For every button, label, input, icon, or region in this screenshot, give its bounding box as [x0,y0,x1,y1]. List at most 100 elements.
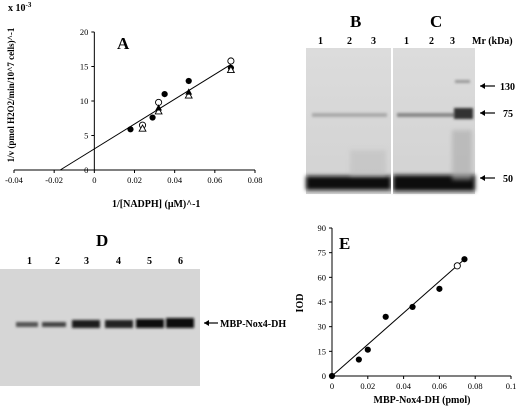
panel-a-y-tick-label: 20 [80,27,89,37]
blot-d-band-4 [105,320,133,328]
panel-e-point [436,285,443,292]
blot-c-band-75 [397,113,455,117]
panel-a-point [127,126,134,133]
panel-d-band-label: MBP-Nox4-DH [220,319,286,330]
panel-a-point [155,104,162,111]
blot-divider [391,48,393,194]
panel-e-y-tick-label: 15 [318,346,327,356]
mr-header: Mr (kDa) [472,36,513,47]
panel-a-x-label: 1/[NADPH] (μM)^-1 [112,199,200,210]
panel-d-letter: D [96,231,108,250]
panel-c-letter: C [430,12,442,31]
panel-a-tick-labels: -0.04 -0.02 0 0.02 0.04 0.06 0.08 0 5 10 15 20 [5,27,262,185]
panel-e-x-tick-label: 0.08 [468,381,483,391]
panel-b-lane-3: 3 [371,36,376,47]
blot-d-band-5 [136,319,164,328]
panel-a-point [227,57,235,65]
panel-c-lane-1: 1 [404,36,409,47]
panel-a-letter: A [117,34,130,53]
panel-e-axes [329,227,512,379]
panel-a-y-multiplier: x 10-3 [8,1,32,14]
blot-c-band-75-lane3 [454,108,473,119]
panel-a-x-tick-label: 0.02 [127,175,142,185]
marker-75-label: 75 [503,109,513,120]
panel-a-y-label: 1/v (pmol H2O2/min/10^7 cells)^-1 [6,27,16,162]
blot-d-band-3 [72,320,100,328]
panel-e-x-tick-label: 0.1 [506,381,517,391]
panel-a-x-tick-label: 0.06 [207,175,222,185]
panel-a-x-tick-label: -0.02 [45,175,63,185]
panel-e-regression-line [331,258,465,377]
blot-d-band-2 [42,322,66,327]
panel-e-y-tick-label: 0 [322,371,326,381]
panel-e-point [328,372,336,380]
panel-e-x-label: MBP-Nox4-DH (pmol) [374,395,471,406]
panel-a-x-tick-label: 0 [92,175,96,185]
panel-e-point [355,356,362,363]
panel-d-lane-2: 2 [55,256,60,267]
panel-c-lane-3: 3 [450,36,455,47]
panel-e-point [461,256,468,263]
panel-e-x-tick-label: 0.04 [396,381,412,391]
panel-d-lane-6: 6 [178,256,183,267]
panel-d-lane-1: 1 [27,256,32,267]
marker-130: 130 [480,82,515,93]
marker-50: 50 [480,174,513,185]
blot-b-band-50 [306,176,391,190]
panel-a-point [185,88,193,95]
panel-e-points [328,256,468,380]
panel-b-letter: B [350,12,361,31]
panel-a-fit-line [59,64,232,171]
blot-c-band-130 [455,80,470,83]
blot-d-band-6 [166,318,194,328]
panel-a-axes [13,31,256,173]
panel-e-point [382,313,389,320]
panel-a-regression-line [59,64,232,171]
panel-a-points [127,57,236,133]
marker-130-label: 130 [500,82,515,93]
panel-e-y-tick-label: 60 [318,272,327,282]
band-label-arrow [204,320,218,326]
panel-e-tick-labels: 0 0.02 0.04 0.06 0.08 0.1 0 15 30 45 60 75 90 [318,223,517,391]
blot-d [0,269,200,386]
panel-a-x-tick-label: 0.08 [248,175,263,185]
panel-e-y-tick-label: 75 [318,248,327,258]
panel-e-x-tick-label: 0.02 [360,381,375,391]
panel-c-lane-2: 2 [429,36,434,47]
panel-a-point [226,65,236,73]
panel-a-point [154,106,163,115]
panel-a-y-tick-label: 5 [84,131,88,141]
blot-b-smear [350,150,386,176]
blot-c [393,48,475,194]
panel-e-letter: E [339,234,350,253]
panel-a-point [185,77,192,85]
marker-50-label: 50 [503,174,513,185]
panel-e-y-tick-label: 90 [318,223,327,233]
panel-b-lane-2: 2 [347,36,352,47]
panel-e-y-tick-label: 45 [318,297,327,307]
panel-e-y-label: IOD [295,294,306,313]
panel-b-lane-1: 1 [318,36,323,47]
blot-b-band-75 [312,113,387,117]
panel-a-point [138,124,147,132]
panel-e-x-tick-label: 0 [330,381,334,391]
panel-a-point [149,114,156,121]
panel-d-lane-4: 4 [116,256,121,267]
panel-d-lane-3: 3 [84,256,89,267]
panel-a-y-tick-label: 0 [84,165,88,175]
panel-a-x-tick-label: -0.04 [5,175,23,185]
panel-a-point [161,91,168,98]
blot-c-smear [452,130,472,180]
marker-75: 75 [480,109,513,120]
panel-a-y-tick-label: 10 [80,96,89,106]
panel-e-fit-line [331,258,465,377]
panel-e-point [409,303,416,311]
panel-e-point [453,262,461,270]
panel-a-point [184,90,193,99]
panel-d-lane-5: 5 [147,256,152,267]
panel-e-y-tick-label: 30 [318,322,327,332]
panel-e-x-tick-label: 0.06 [432,381,447,391]
panel-e-point [364,346,371,353]
panel-a-y-tick-label: 15 [80,62,89,72]
